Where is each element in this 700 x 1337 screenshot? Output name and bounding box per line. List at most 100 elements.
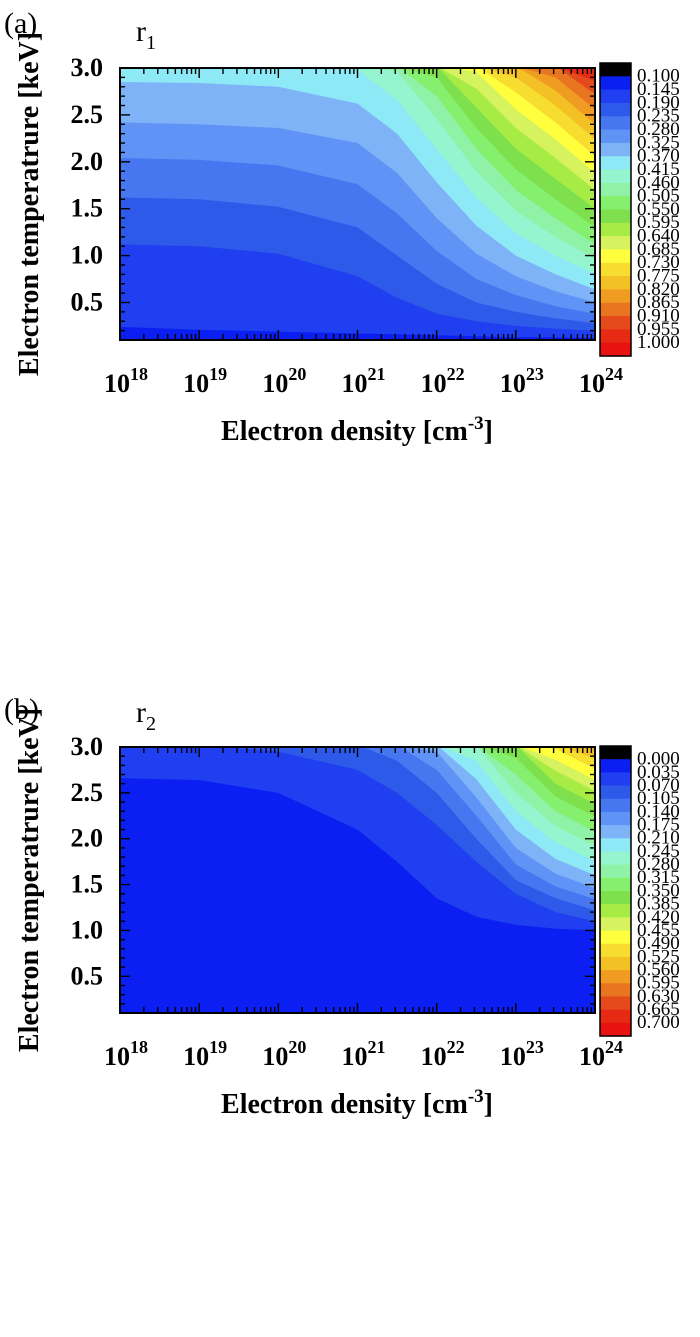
colorbar-frame [599,745,632,1037]
colorbar-swatch [600,316,631,330]
colorbar-swatch [600,956,631,971]
colorbar-swatch [600,169,631,184]
x-tick-label: 1022 [421,364,465,398]
colorbar-label: 0.175 [637,814,680,835]
panel-b-contour-fill [120,747,595,1013]
panel-a: (a) r1 0.5 1.0 1.5 2.0 2.5 3.0 1018 1019… [4,7,680,447]
colorbar-swatch [600,838,631,853]
panel-a-title: r1 [136,15,156,54]
colorbar-swatch [600,302,631,317]
panel-a-title-main: r [136,15,146,48]
colorbar-label: 0.145 [637,79,680,100]
colorbar-swatch [600,156,631,171]
y-tick-label: 2.0 [71,824,104,853]
y-tick-label: 2.0 [71,147,104,176]
colorbar-label: 0.560 [637,959,680,980]
colorbar-label: 0.420 [637,907,680,928]
colorbar-swatch [600,102,631,117]
panel-a-y-axis-label: Electron temperatrure [keV] [14,32,45,376]
colorbar-label: 0.210 [637,828,680,849]
panel-a-y-tick-labels: 0.5 1.0 1.5 2.0 2.5 3.0 [71,53,104,316]
colorbar-frame [599,62,632,357]
colorbar-label: 0.595 [637,973,680,994]
colorbar-label: 0.140 [637,801,680,822]
colorbar-label: 0.070 [637,775,680,796]
x-tick-label: 1021 [342,364,386,398]
colorbar-label: 0.460 [637,172,680,193]
panel-b-title-sub: 2 [146,713,156,735]
colorbar-swatch [600,983,631,998]
y-tick-label: 0.5 [71,961,104,990]
colorbar-swatch [600,209,631,224]
x-tick-label: 1021 [342,1037,386,1071]
colorbar-label: 0.190 [637,92,680,113]
panel-a-colorbar-labels: 0.100 0.145 0.190 0.235 0.280 0.325 0.37… [637,66,680,353]
colorbar-swatch [600,262,631,277]
y-tick-label: 3.0 [71,53,104,82]
colorbar-label: 0.035 [637,762,680,783]
colorbar-swatch [600,89,631,104]
colorbar-label: 0.350 [637,880,680,901]
colorbar-label: 0.325 [637,132,680,153]
colorbar-label: 0.820 [637,279,680,300]
colorbar-swatch [600,930,631,945]
y-tick-label: 0.5 [71,287,104,316]
panel-b-label: (b) [4,693,39,726]
colorbar-label: 0.490 [637,933,680,954]
colorbar-label: 0.595 [637,212,680,233]
colorbar-swatch [600,182,631,197]
colorbar-swatch [600,785,631,800]
colorbar-swatch [600,129,631,144]
colorbar-label: 0.280 [637,119,680,140]
colorbar-label: 0.245 [637,841,680,862]
colorbar-label: 0.865 [637,292,680,313]
panel-a-ticks [119,67,595,341]
colorbar-swatch [600,76,631,91]
colorbar-swatch [600,877,631,892]
colorbar-label: 0.955 [637,319,680,340]
panel-a-label: (a) [4,7,37,40]
colorbar-label: 0.640 [637,225,680,246]
contour-band [561,747,595,758]
panel-b-title: r2 [136,696,156,735]
colorbar-swatch [600,996,631,1011]
x-tick-label: 1023 [500,364,544,398]
y-tick-label: 3.0 [71,732,104,761]
colorbar-label: 0.550 [637,199,680,220]
x-tick-label: 1023 [500,1037,544,1071]
colorbar-swatch [600,943,631,958]
panel-a-x-axis-label: Electron density [cm-3] [221,413,493,447]
colorbar-swatch [600,798,631,813]
colorbar-swatch [600,236,631,251]
panel-b: (b) r2 0.5 1.0 1.5 2.0 2.5 3.0 1018 1019… [4,693,680,1120]
colorbar-swatch [600,196,631,211]
colorbar-swatch [600,759,631,773]
colorbar-swatch [600,1009,631,1024]
colorbar-label: 0.105 [637,788,680,809]
x-tick-label: 1024 [579,364,623,398]
colorbar-label: 0.315 [637,867,680,888]
colorbar-label: 0.525 [637,946,680,967]
colorbar-swatch [600,276,631,291]
y-tick-label: 1.0 [71,915,104,944]
colorbar-swatch [600,851,631,866]
x-tick-label: 1022 [421,1037,465,1071]
panel-b-ticks [119,746,595,1014]
colorbar-label: 0.665 [637,999,680,1020]
colorbar-label: 1.000 [637,332,680,353]
panel-b-y-axis-label: Electron temperatrure [keV] [14,708,45,1052]
colorbar-swatch [600,63,631,77]
panel-b-title-main: r [136,696,146,729]
x-tick-label: 1018 [104,364,148,398]
colorbar-label: 0.000 [637,749,680,770]
colorbar-swatch [600,891,631,905]
colorbar-label: 0.730 [637,252,680,273]
colorbar-label: 0.100 [637,66,680,87]
colorbar-label: 0.415 [637,159,680,180]
colorbar-label: 0.370 [637,146,680,167]
x-tick-label: 1019 [183,1037,227,1071]
panel-a-colorbar [599,62,632,357]
colorbar-swatch [600,249,631,264]
colorbar-swatch [600,811,631,826]
